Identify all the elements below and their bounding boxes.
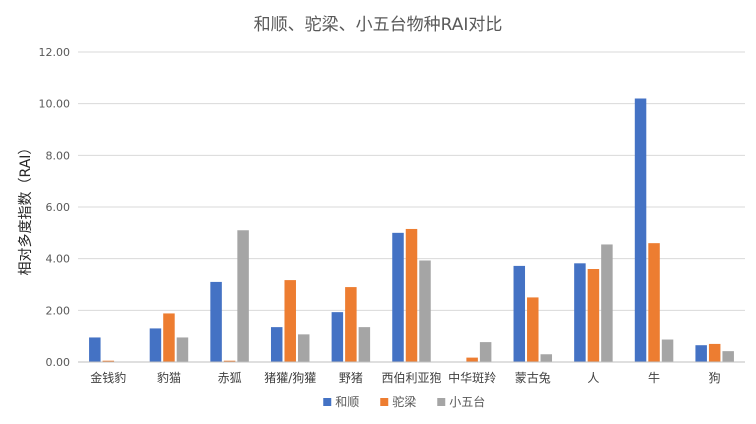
x-tick-label: 蒙古兔 — [515, 370, 551, 385]
x-tick-label: 西伯利亚狍 — [381, 370, 441, 385]
legend-label: 驼梁 — [392, 394, 416, 409]
bar-2-4 — [284, 280, 296, 362]
bar-3-3 — [237, 230, 249, 362]
y-tick-label: 2.00 — [46, 304, 71, 317]
y-tick-label: 0.00 — [46, 356, 71, 369]
bar-1-10 — [634, 98, 647, 362]
y-axis-label: 相对多度指数（RAI） — [17, 141, 34, 276]
bar-2-9 — [587, 269, 600, 362]
legend-label: 小五台 — [449, 394, 485, 409]
bar-2-6 — [405, 228, 418, 362]
y-tick-label: 6.00 — [46, 201, 71, 214]
bar-1-9 — [574, 263, 586, 362]
x-tick-label: 狗 — [709, 371, 721, 385]
bar-3-10 — [661, 339, 674, 362]
x-tick-label: 金钱豹 — [90, 370, 126, 385]
legend: 和顺 驼梁 小五台 — [323, 394, 485, 409]
bar-2-8 — [527, 297, 539, 362]
x-tick-label: 猪獾/狗獾 — [264, 371, 316, 385]
axis-layer: 0.00 2.00 4.00 6.00 8.00 10.00 12.00 金钱豹 豹猫 赤狐 猪獾/… — [39, 46, 745, 385]
bar-2-3 — [223, 360, 236, 362]
legend-swatch — [380, 398, 389, 406]
bar-2-11 — [708, 343, 721, 362]
legend-swatch — [437, 398, 446, 406]
legend-label: 和顺 — [335, 395, 359, 409]
x-tick-label: 牛 — [648, 370, 660, 385]
x-tick-label: 豹猫 — [157, 370, 181, 385]
bar-3-2 — [176, 337, 189, 362]
bar-2-10 — [648, 243, 660, 362]
grid-layer — [78, 51, 745, 311]
bar-1-4 — [270, 327, 283, 362]
chart-title: 和顺、驼梁、小五台物种RAI对比 — [254, 15, 503, 35]
bar-1-1 — [89, 337, 101, 362]
bar-3-5 — [358, 327, 371, 362]
bar-3-11 — [722, 351, 734, 362]
x-tick-label: 中华斑羚 — [448, 370, 496, 385]
x-tick-label: 赤狐 — [218, 371, 242, 385]
x-tick-label: 人 — [587, 371, 599, 385]
bar-3-4 — [297, 334, 310, 362]
bar-1-2 — [149, 328, 162, 362]
bar-1-8 — [513, 265, 526, 362]
bar-2-7 — [466, 357, 478, 362]
bar-1-11 — [695, 345, 707, 362]
bar-3-8 — [540, 354, 553, 362]
bar-2-2 — [163, 313, 175, 362]
bar-1-6 — [392, 232, 404, 362]
bar-3-7 — [479, 342, 492, 362]
y-tick-label: 12.00 — [39, 46, 71, 59]
bar-layer — [89, 98, 734, 362]
x-tick-label: 野猪 — [339, 371, 363, 385]
bar-1-5 — [331, 312, 344, 362]
y-tick-label: 10.00 — [39, 98, 71, 111]
bar-1-3 — [210, 281, 222, 362]
y-tick-label: 4.00 — [46, 253, 71, 266]
bar-2-5 — [345, 287, 357, 362]
bar-2-1 — [102, 360, 115, 362]
bar-3-6 — [419, 260, 431, 362]
legend-swatch — [323, 398, 332, 406]
bar-3-9 — [601, 244, 613, 362]
y-tick-label: 8.00 — [46, 149, 71, 162]
